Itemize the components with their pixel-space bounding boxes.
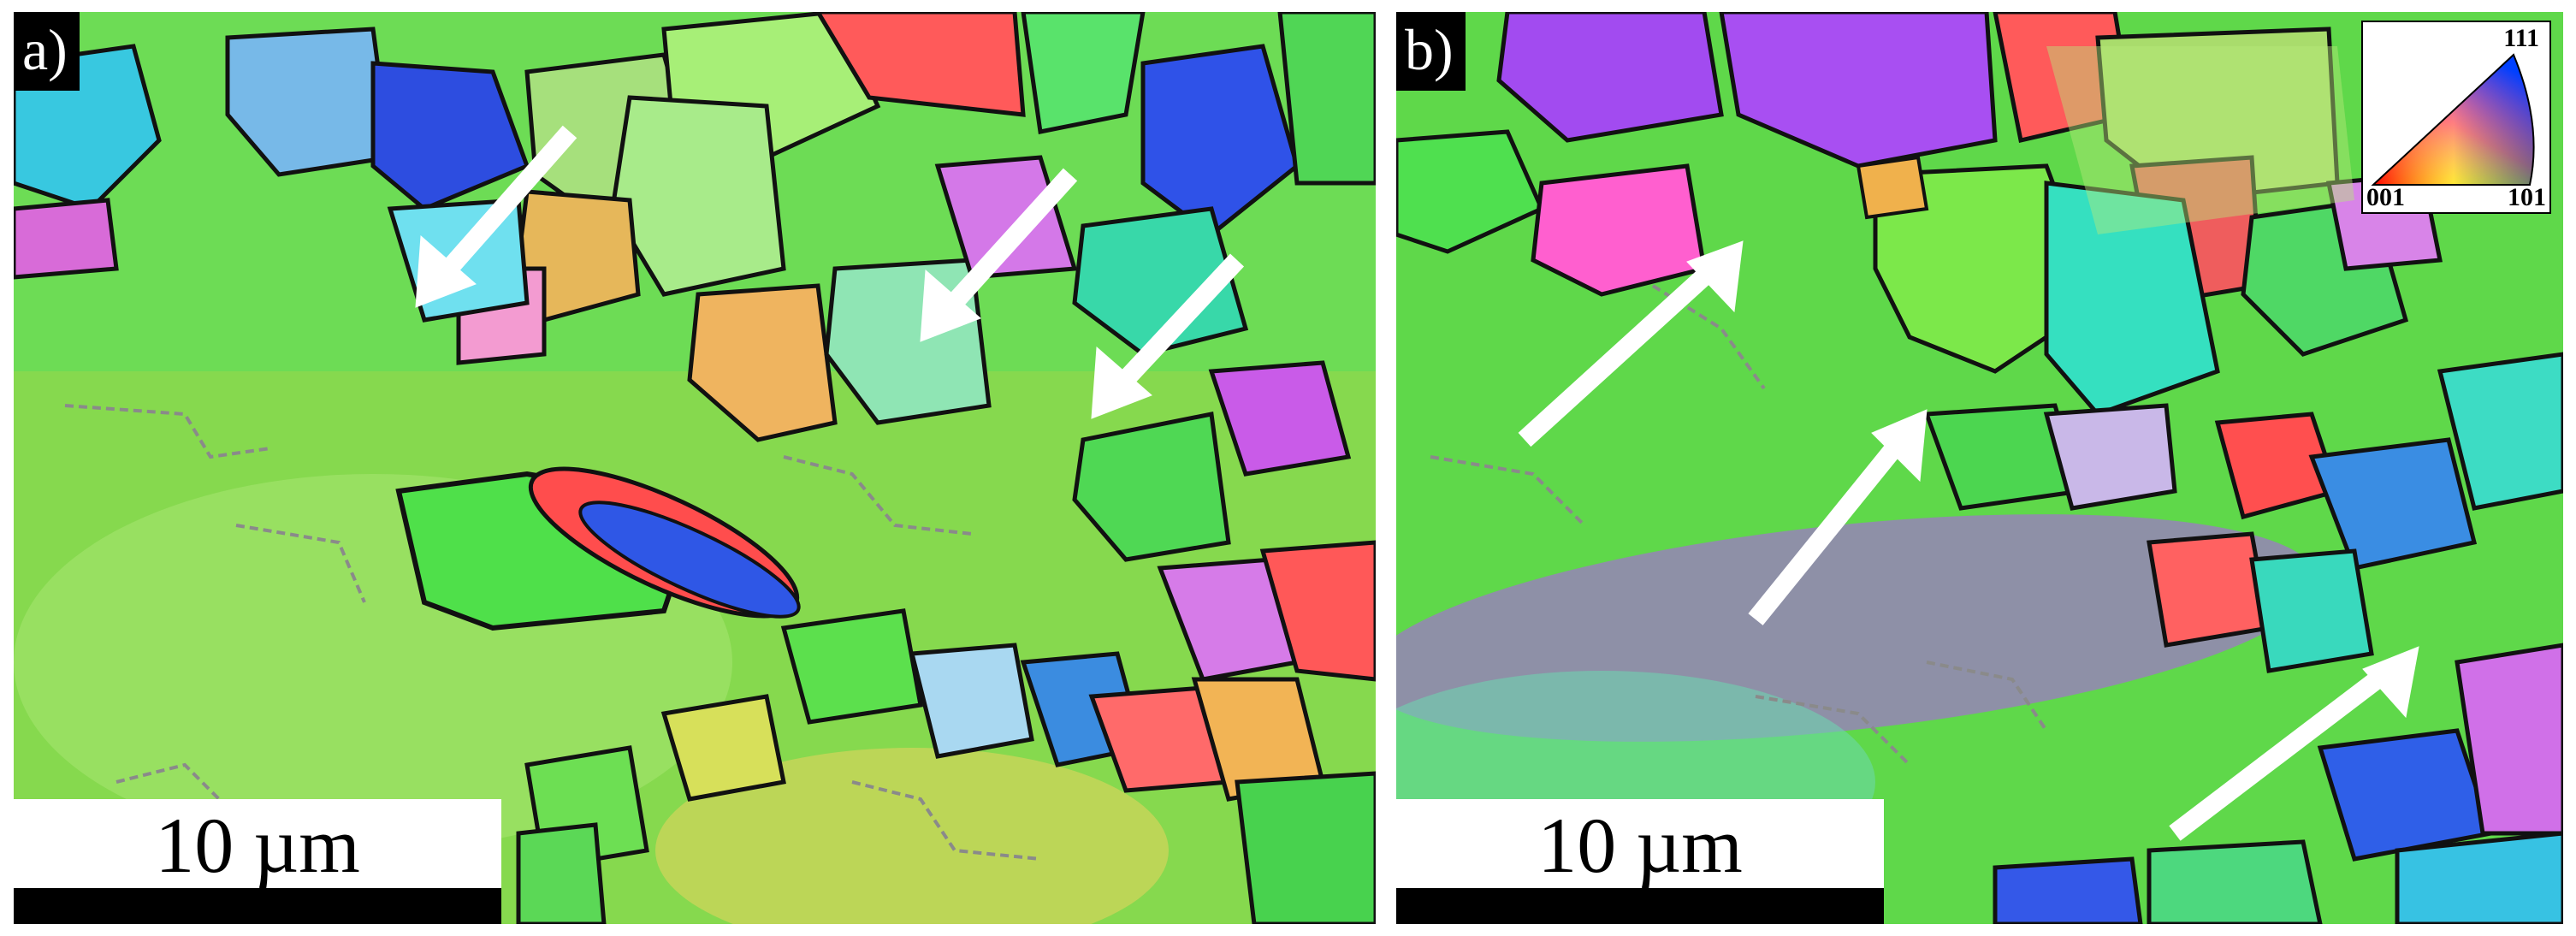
scale-bar-text-a: 10 µm bbox=[155, 802, 360, 889]
ebsd-map-panel-a: a) 10 µm bbox=[14, 12, 1376, 924]
scale-bar-text-b: 10 µm bbox=[1537, 802, 1743, 889]
scale-bar-line-b bbox=[1396, 888, 1884, 924]
scale-bar-a: 10 µm bbox=[14, 799, 501, 924]
scale-bar-b: 10 µm bbox=[1396, 799, 1884, 924]
legend-label-101: 101 bbox=[2508, 183, 2546, 211]
legend-label-001: 001 bbox=[2366, 183, 2405, 211]
annotation-arrows-a bbox=[415, 125, 1245, 419]
annotation-arrows-b bbox=[1518, 240, 2419, 841]
ipf-color-triangle bbox=[2371, 53, 2535, 186]
grain-orientation-map-a bbox=[14, 12, 1376, 924]
legend-label-111: 111 bbox=[2503, 24, 2539, 52]
ebsd-map-panel-b: b) 111 001 101 10 µm bbox=[1396, 12, 2563, 924]
panel-label-b: b) bbox=[1396, 12, 1466, 91]
inverse-pole-figure-legend: 111 001 101 bbox=[2361, 21, 2551, 214]
scale-bar-line-a bbox=[14, 888, 501, 924]
panel-label-a: a) bbox=[14, 12, 80, 91]
